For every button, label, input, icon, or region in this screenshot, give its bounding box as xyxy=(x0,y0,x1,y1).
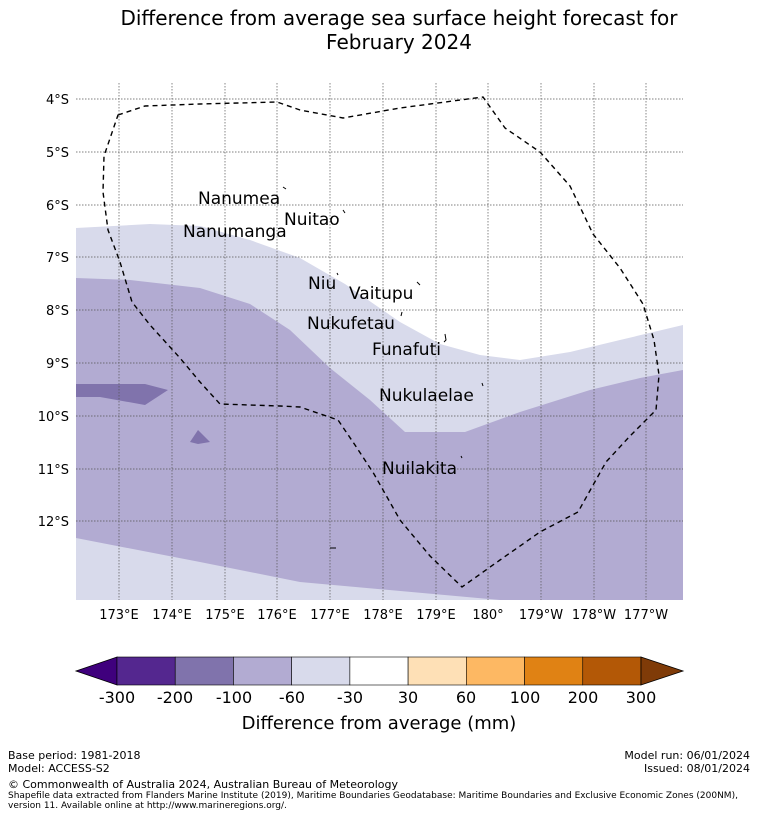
island-nuitao xyxy=(342,209,346,214)
colorbar-segment xyxy=(524,656,584,686)
colorbar-tick: -300 xyxy=(99,688,135,707)
colorbar-segment xyxy=(582,656,642,686)
colorbar-segment xyxy=(233,656,292,686)
colorbar-tick: -200 xyxy=(157,688,193,707)
island-vaitupu xyxy=(416,281,421,286)
colorbar-tick: -60 xyxy=(279,688,305,707)
place-label-nukulaelae: Nukulaelae xyxy=(379,386,474,406)
anomaly-patch-dark-small xyxy=(190,430,210,444)
lon-axis: 173°E 174°E 175°E 176°E 177°E 178°E 179°… xyxy=(99,608,668,623)
source-line-2: version 11. Available online at http://w… xyxy=(8,801,287,811)
lat-label: 8°S xyxy=(46,304,69,319)
lat-label: 7°S xyxy=(46,251,69,266)
lon-label: 179°E xyxy=(416,608,456,623)
colorbar-tick: -30 xyxy=(337,688,363,707)
lon-label: 175°E xyxy=(205,608,245,623)
colorbar-segment xyxy=(174,656,234,686)
lon-label: 179°W xyxy=(519,608,563,623)
lon-label: 174°E xyxy=(152,608,192,623)
island-nukulaelae xyxy=(481,382,484,387)
lon-label: 176°E xyxy=(257,608,297,623)
lat-label: 4°S xyxy=(46,93,69,108)
colorbar-tick: 200 xyxy=(568,688,599,707)
colorbar-ticks: -300 -200 -100 -60 -30 30 60 100 200 300 xyxy=(99,688,656,707)
lon-label: 177°E xyxy=(310,608,350,623)
island-funafuti xyxy=(443,333,447,343)
island-nukufetau xyxy=(400,311,403,317)
colorbar-extend-low xyxy=(74,656,118,686)
colorbar-tick: -100 xyxy=(216,688,252,707)
copyright: © Commonwealth of Australia 2024, Austra… xyxy=(8,778,398,791)
island-nanumea xyxy=(282,186,287,190)
place-label-nuitao: Nuitao xyxy=(284,210,340,230)
colorbar-extend-high xyxy=(640,656,685,686)
title-line-2: February 2024 xyxy=(326,30,472,54)
colorbar-tick: 30 xyxy=(398,688,418,707)
source-line-1: Shapefile data extracted from Flanders M… xyxy=(8,791,738,801)
eez-boundary xyxy=(102,96,660,588)
base-period: Base period: 1981-2018 xyxy=(8,749,141,762)
lon-label: 178°W xyxy=(572,608,616,623)
islands xyxy=(282,186,484,549)
place-label-nanumea: Nanumea xyxy=(198,189,280,209)
source-note: Shapefile data extracted from Flanders M… xyxy=(8,791,756,811)
island-nuilakita xyxy=(460,455,463,459)
lat-axis: 4°S 5°S 6°S 7°S 8°S 9°S 10°S 11°S 12°S xyxy=(38,93,69,530)
place-label-niu: Niu xyxy=(308,274,336,294)
map-panel xyxy=(76,83,683,600)
title-line-1: Difference from average sea surface heig… xyxy=(120,6,678,30)
lat-label: 5°S xyxy=(46,146,69,161)
lat-label: 11°S xyxy=(38,463,69,478)
model-name: Model: ACCESS-S2 xyxy=(8,762,110,775)
lon-label: 180° xyxy=(472,608,503,623)
place-label-nukufetau: Nukufetau xyxy=(307,314,395,334)
place-label-funafuti: Funafuti xyxy=(372,340,441,360)
lat-label: 9°S xyxy=(46,357,69,372)
lon-label: 173°E xyxy=(99,608,139,623)
place-label-nanumanga: Nanumanga xyxy=(183,222,287,242)
colorbar-tick: 100 xyxy=(510,688,541,707)
colorbar-tick: 300 xyxy=(626,688,657,707)
lon-label: 177°W xyxy=(624,608,668,623)
colorbar-label: Difference from average (mm) xyxy=(242,713,517,734)
colorbar-segment xyxy=(407,656,467,686)
footer-right: Model run: 06/01/2024 Issued: 08/01/2024 xyxy=(624,749,750,775)
chart-title: Difference from average sea surface heig… xyxy=(0,6,758,54)
place-label-vaitupu: Vaitupu xyxy=(349,284,413,304)
colorbar-segment xyxy=(466,656,525,686)
colorbar xyxy=(74,656,685,686)
place-label-nuilakita: Nuilakita xyxy=(382,459,457,479)
issued-date: Issued: 08/01/2024 xyxy=(643,762,750,775)
colorbar-segment xyxy=(291,656,351,686)
colorbar-segment xyxy=(116,656,176,686)
colorbar-tick: 60 xyxy=(456,688,476,707)
lat-label: 10°S xyxy=(38,410,69,425)
footer-left: Base period: 1981-2018 Model: ACCESS-S2 xyxy=(8,749,140,775)
anomaly-band-medium xyxy=(76,278,683,600)
lat-label: 6°S xyxy=(46,199,69,214)
lat-label: 12°S xyxy=(38,515,69,530)
lon-label: 178°E xyxy=(363,608,403,623)
gridlines xyxy=(76,83,683,600)
anomaly-patch-dark-west xyxy=(76,384,168,405)
island-niu xyxy=(336,272,339,276)
colorbar-segment xyxy=(349,656,409,686)
place-labels: Nanumea Nuitao Nanumanga Niu Vaitupu Nuk… xyxy=(183,189,474,479)
model-run: Model run: 06/01/2024 xyxy=(624,749,750,762)
